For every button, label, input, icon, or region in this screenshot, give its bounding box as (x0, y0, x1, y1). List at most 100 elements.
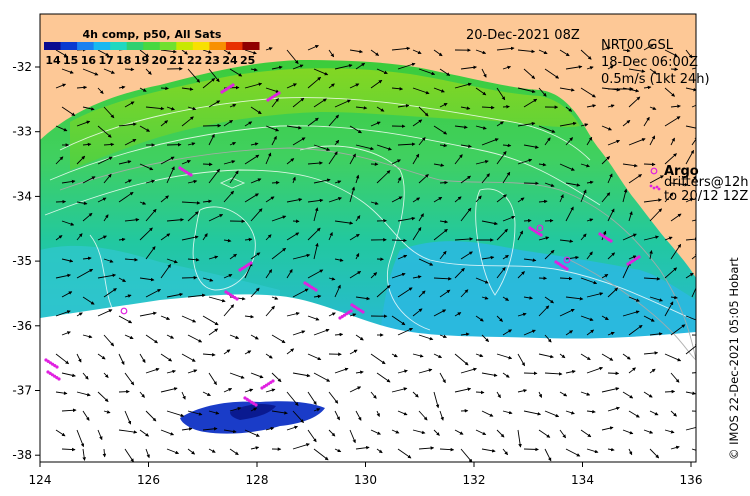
current-arrow (307, 76, 322, 89)
current-arrow (664, 116, 681, 127)
current-arrow (418, 213, 424, 222)
current-arrow (313, 144, 331, 151)
current-arrow (412, 153, 420, 165)
current-arrow (160, 233, 171, 241)
current-arrow (607, 331, 615, 336)
current-arrow (439, 102, 448, 108)
current-arrow (82, 256, 92, 261)
colorbar-swatch (60, 42, 78, 50)
current-arrow (412, 119, 423, 127)
current-arrow (496, 228, 508, 241)
current-arrow (580, 233, 587, 241)
current-arrow (97, 125, 112, 138)
current-arrow (496, 46, 515, 51)
current-arrow (334, 99, 351, 108)
y-tick-label: -36 (12, 319, 32, 333)
x-tick-label: 126 (137, 473, 160, 487)
current-arrow (502, 65, 512, 70)
current-arrow (334, 284, 341, 298)
current-arrow (55, 156, 64, 165)
current-arrow (502, 254, 509, 260)
current-arrow (313, 408, 321, 412)
current-arrow (622, 233, 637, 241)
current-arrow (160, 49, 177, 54)
current-arrow (82, 68, 99, 76)
current-arrow (181, 235, 199, 241)
current-arrow (292, 288, 309, 298)
current-arrow (607, 252, 616, 260)
current-arrow (580, 315, 594, 321)
current-arrow (61, 408, 77, 413)
argo-float (536, 224, 544, 232)
current-arrow (454, 312, 462, 317)
current-arrow (502, 372, 510, 378)
current-arrow (628, 367, 636, 374)
current-arrow (397, 327, 414, 336)
current-arrow (313, 242, 319, 260)
current-arrow (517, 353, 525, 367)
current-arrow (202, 315, 219, 326)
current-arrow (265, 305, 275, 317)
current-arrow (187, 142, 196, 146)
current-arrow (355, 370, 364, 375)
current-arrow (55, 83, 67, 89)
current-arrow (313, 207, 319, 222)
ssh-contours (44, 97, 691, 331)
current-arrow (355, 215, 361, 222)
current-arrow (139, 201, 147, 205)
current-arrow (271, 334, 286, 344)
current-arrow (418, 290, 426, 298)
current-arrow (670, 182, 689, 187)
current-arrow (481, 105, 495, 110)
current-arrow (628, 174, 642, 184)
current-arrow (250, 67, 258, 72)
current-arrow (187, 68, 200, 83)
current-arrow (97, 353, 106, 360)
altimetry-product: NRT00 GSL (601, 38, 674, 53)
drifter-legend-marker (649, 184, 661, 191)
current-arrow (649, 175, 664, 184)
current-arrow (124, 138, 137, 146)
current-arrow (391, 46, 411, 51)
colorbar-swatch (192, 42, 210, 50)
current-arrow (391, 86, 404, 91)
drifter-point (277, 91, 281, 95)
current-arrow (433, 196, 443, 203)
current-arrow (460, 367, 477, 374)
current-arrow (139, 353, 146, 364)
current-arrow (538, 429, 551, 438)
colorbar-tick-label: 19 (134, 54, 149, 67)
current-arrow (586, 409, 596, 414)
current-arrow (208, 214, 224, 222)
current-arrow (124, 179, 132, 184)
current-arrow (97, 273, 117, 279)
colorbar-swatch (110, 42, 128, 50)
velocity-scale-label: 0.5m/s (1kt 24h) (601, 72, 710, 87)
current-arrow (229, 104, 237, 108)
current-arrow (349, 233, 360, 241)
current-arrow (397, 410, 408, 416)
current-arrow (250, 446, 260, 450)
current-arrow (685, 237, 696, 241)
current-arrow (481, 448, 496, 453)
current-arrow (76, 155, 86, 165)
current-arrow (244, 121, 253, 127)
current-arrow (160, 353, 173, 362)
current-arrow (307, 198, 324, 203)
current-arrow (55, 273, 71, 279)
current-arrow (334, 332, 344, 337)
current-arrow (412, 391, 419, 398)
current-arrow (397, 254, 408, 260)
current-arrow (334, 139, 340, 146)
current-arrow (286, 158, 295, 165)
current-arrow (55, 353, 70, 365)
current-arrow (181, 49, 188, 55)
current-arrow (433, 391, 440, 409)
current-arrow (607, 447, 615, 452)
current-arrow (250, 407, 258, 412)
current-arrow (691, 175, 696, 184)
current-arrow (412, 87, 430, 95)
current-arrow (523, 218, 532, 223)
current-arrow (643, 277, 661, 281)
